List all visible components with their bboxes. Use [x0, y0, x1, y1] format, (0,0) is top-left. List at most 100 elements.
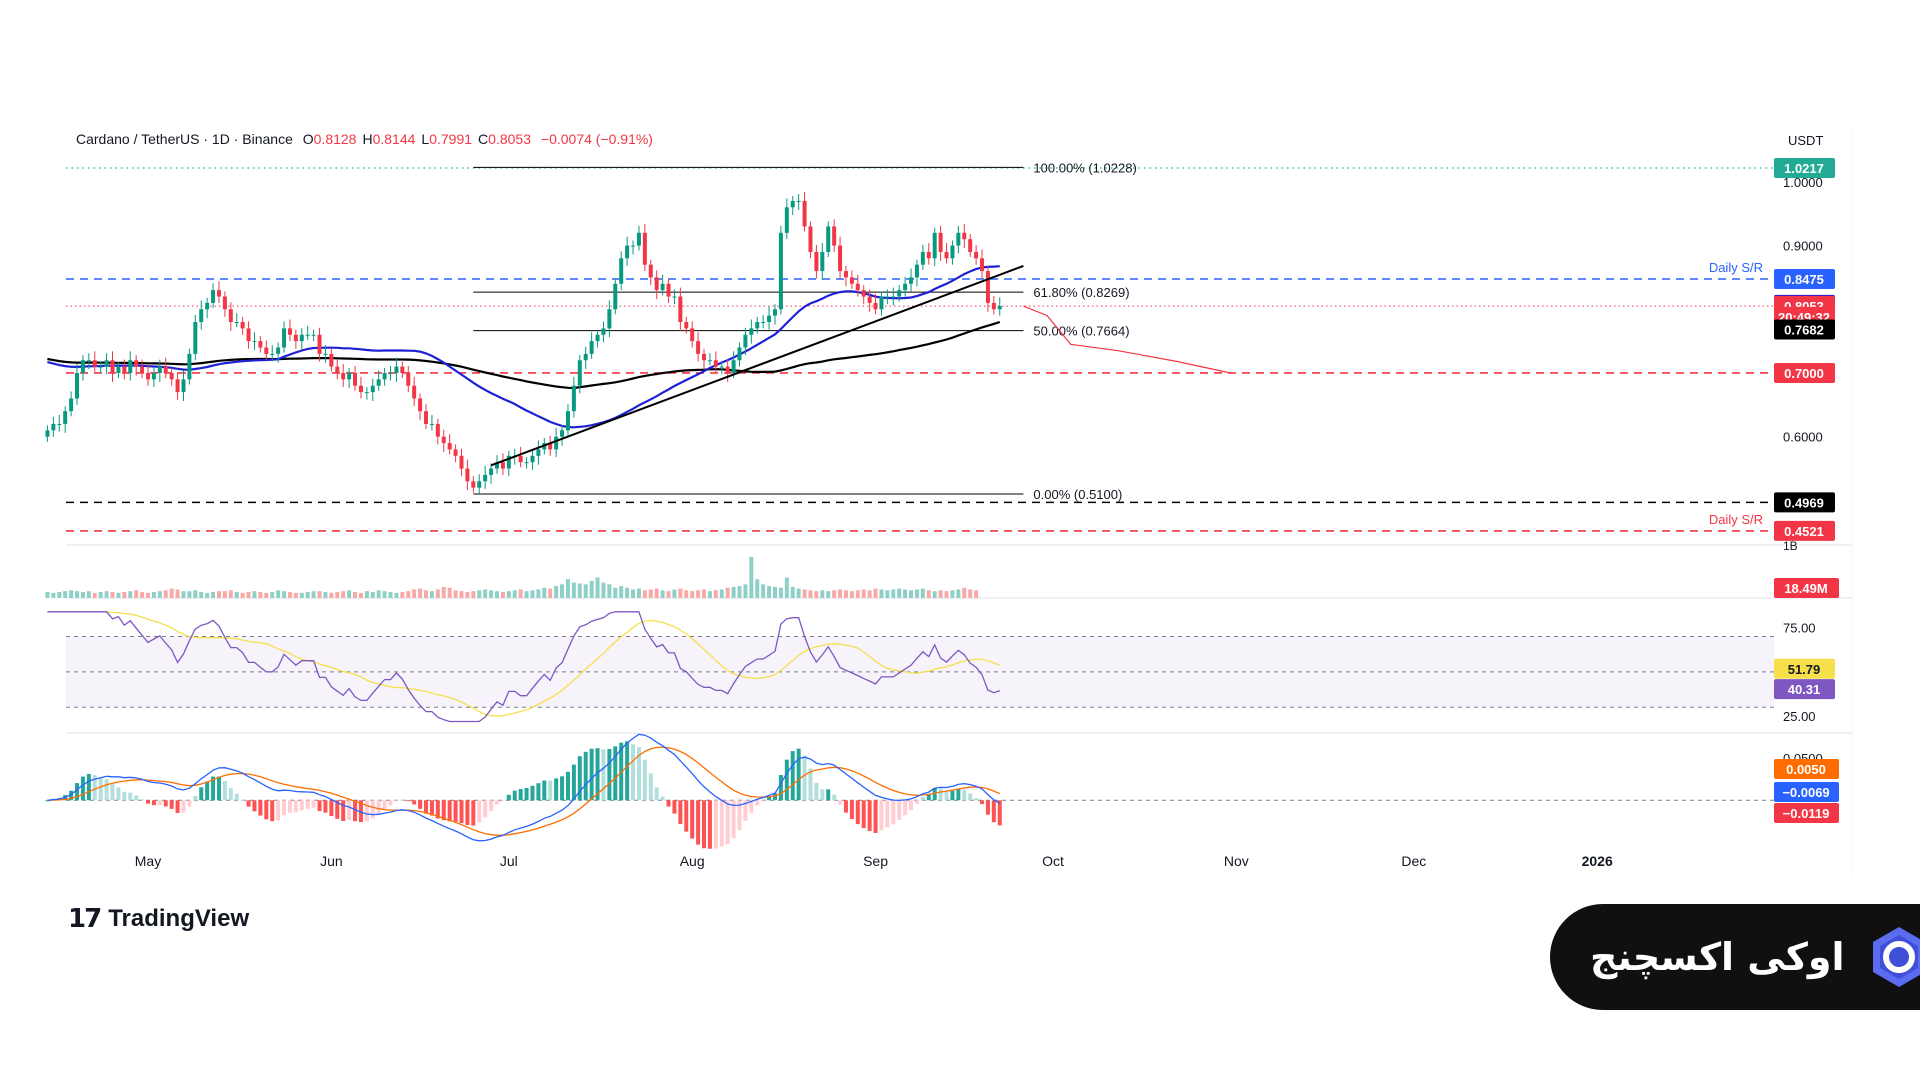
macd-hist-bar	[636, 747, 641, 801]
macd-hist-bar	[518, 789, 523, 801]
macd-hist-bar	[873, 800, 878, 833]
candle-body	[914, 264, 919, 278]
candle-body	[962, 232, 967, 240]
volume-bar	[737, 586, 742, 598]
macd-hist-bar	[175, 800, 180, 813]
volume-bar	[956, 589, 961, 598]
candle-body	[784, 207, 789, 233]
candle-body	[341, 372, 346, 380]
volume-bar	[867, 590, 872, 598]
macd-hist-bar	[483, 800, 488, 818]
volume-bar	[205, 592, 210, 598]
price-tag-7: 0.4969	[1784, 495, 1824, 510]
volume-bar	[222, 591, 227, 598]
macd-hist-bar	[997, 800, 1002, 826]
volume-bar	[287, 592, 292, 598]
macd-hist-bar	[725, 800, 730, 845]
price-tag-0: 1.0217	[1784, 161, 1824, 176]
volume-bar	[276, 590, 281, 598]
price-tag-bg-7	[1774, 492, 1835, 513]
x-axis-label-5: Oct	[1042, 853, 1064, 869]
macd-tag-1: −0.0069	[1782, 785, 1829, 800]
candle-body	[45, 430, 50, 437]
candle-body	[903, 283, 908, 291]
volume-bar	[418, 588, 423, 598]
moving-average-short	[47, 265, 1000, 429]
volume-bar	[323, 592, 328, 598]
volume-bar	[69, 590, 74, 598]
macd-hist-bar	[731, 800, 736, 839]
macd-hist-bar	[216, 776, 221, 801]
volume-bar	[778, 587, 783, 598]
volume-bar	[589, 580, 594, 598]
x-axis-label-7: Dec	[1401, 853, 1426, 869]
tradingview-wordmark: TradingView	[108, 905, 250, 932]
rsi-tick-1: 25.00	[1783, 709, 1816, 724]
price-tag-6: 0.7000	[1784, 366, 1824, 381]
candle-body	[909, 277, 914, 284]
candle-body	[696, 341, 701, 354]
exchange-name: اوکی اکسچنج	[1590, 935, 1845, 979]
volume-bar	[731, 586, 736, 598]
symbol-title: Cardano / TetherUS · 1D · Binance	[76, 131, 293, 147]
volume-bar	[347, 590, 352, 598]
volume-bar	[530, 590, 535, 598]
candle-body	[471, 481, 476, 488]
macd-hist-bar	[228, 788, 233, 801]
candle-body	[483, 474, 488, 482]
level-label-4: Daily S/R	[1709, 512, 1763, 527]
candle-body	[932, 232, 937, 259]
candle-body	[595, 334, 600, 342]
candle-body	[778, 232, 783, 310]
candle-body	[394, 366, 399, 373]
macd-hist-bar	[435, 800, 440, 819]
candle-body	[678, 296, 683, 323]
macd-hist-bar	[287, 800, 292, 813]
volume-bar	[240, 592, 245, 598]
volume-bar	[429, 591, 434, 598]
volume-bar	[962, 587, 967, 598]
volume-bar	[329, 592, 334, 598]
volume-bar	[134, 590, 139, 598]
volume-bar	[234, 592, 239, 598]
candle-body	[690, 328, 695, 342]
candle-body	[985, 271, 990, 303]
volume-bar	[660, 590, 665, 598]
macd-hist-bar	[187, 800, 192, 807]
macd-hist-bar	[867, 800, 872, 831]
candle-body	[885, 296, 890, 298]
volume-bar	[891, 589, 896, 598]
volume-bar	[317, 591, 322, 598]
volume-bar	[305, 592, 310, 598]
volume-bar	[571, 582, 576, 598]
candle-body	[565, 411, 570, 431]
macd-line	[47, 733, 1001, 842]
volume-bar	[796, 588, 801, 598]
currency-label: USDT	[1788, 133, 1824, 148]
volume-bar	[749, 556, 754, 598]
rsi-ma-line	[47, 611, 1001, 717]
candle-body	[855, 283, 860, 291]
candle-body	[808, 226, 813, 252]
fib-label-2: 50.00% (0.7664)	[1033, 324, 1129, 339]
macd-hist-bar	[802, 755, 807, 801]
volume-bar	[914, 589, 919, 598]
macd-hist-bar	[92, 775, 97, 801]
macd-hist-bar	[956, 788, 961, 801]
candle-body	[134, 360, 139, 367]
volume-bar	[814, 591, 819, 598]
candle-body	[80, 360, 85, 373]
volume-bar	[459, 591, 464, 598]
volume-bar	[855, 590, 860, 598]
candle-body	[524, 462, 529, 464]
volume-bar	[477, 590, 482, 598]
tradingview-logo: 17 TradingView	[68, 904, 249, 934]
candle-body	[240, 322, 245, 329]
macd-hist-bar	[80, 776, 85, 801]
candle-body	[772, 309, 777, 316]
macd-hist-bar	[477, 800, 482, 823]
volume-bar	[838, 589, 843, 598]
rsi-ma-tag-bg	[1774, 658, 1835, 679]
volume-bar	[843, 590, 848, 598]
